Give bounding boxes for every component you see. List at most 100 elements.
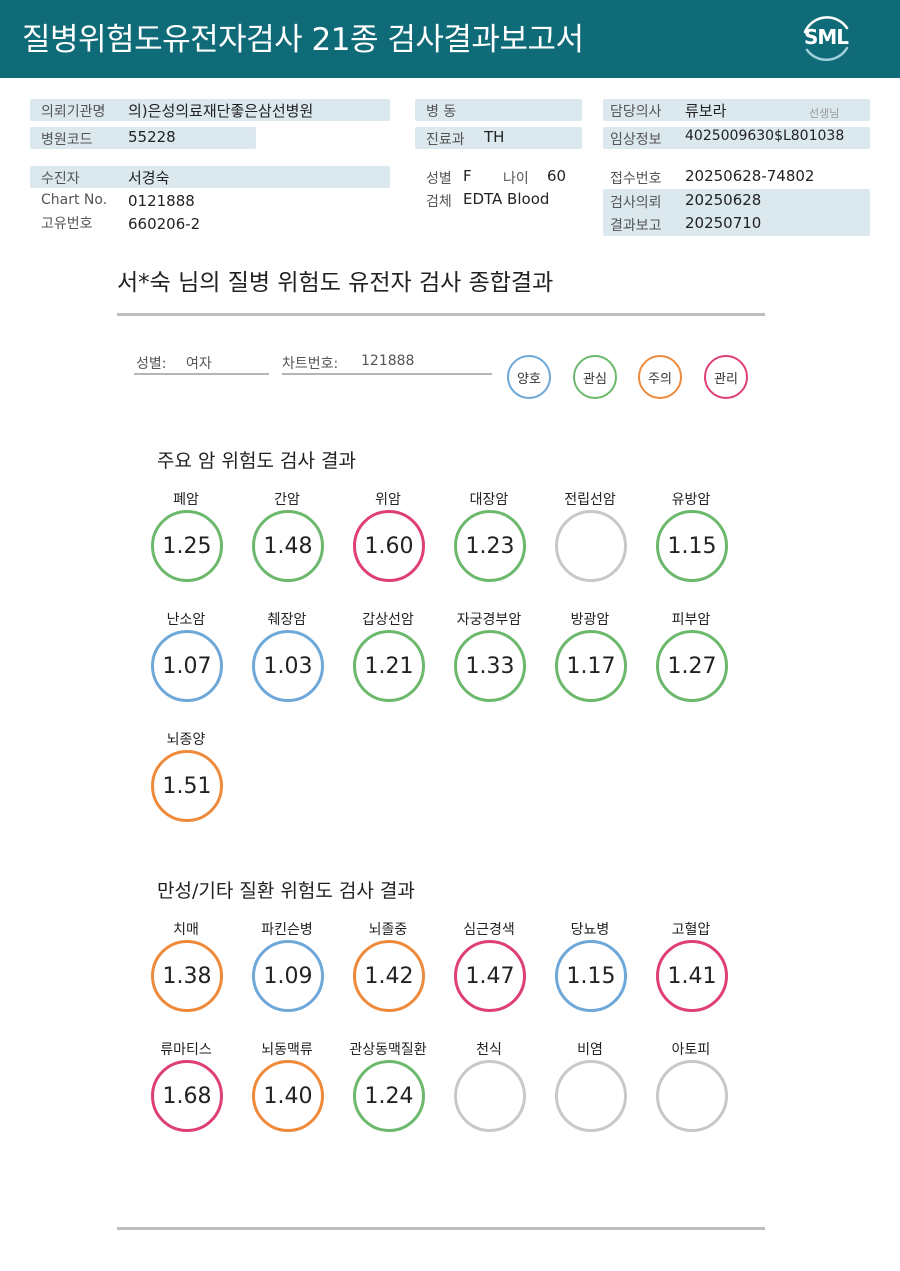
chronic_section-item-label: 심근경색 [463,922,515,938]
age-label: 나이 [503,171,529,187]
cancer_section-risk-score: 1.15 [656,510,728,582]
chronic_section-item: 천식 [439,1039,539,1149]
chronic_section-risk-score: 1.09 [252,940,324,1012]
legend-2: 관심 [573,355,617,399]
cancer_section-item: 간암 1.48 [237,489,337,599]
chart-no-label: Chart No. [41,192,108,208]
hospital-code-value: 55228 [128,128,176,146]
chronic_section-item: 파킨슨병 1.09 [237,919,337,1029]
cancer_section-item-label: 방광암 [570,612,610,628]
report-date-value: 20250710 [685,214,762,232]
institution-label: 의뢰기관명 [41,104,106,120]
chronic_section-risk-score: 1.38 [151,940,223,1012]
legend-4: 관리 [704,355,748,399]
cancer_section-risk-score: 1.60 [353,510,425,582]
cancer_section-item: 췌장암 1.03 [237,609,337,719]
cancer_section-item: 방광암 1.17 [540,609,640,719]
report-date-label: 결과보고 [610,218,662,234]
cancer_section-risk-score: 1.25 [151,510,223,582]
chronic_section-risk-score: 1.47 [454,940,526,1012]
chronic_section-item-label: 아토피 [671,1042,711,1058]
summary-sex-value: 여자 [186,356,212,372]
ward-label: 병 동 [426,104,457,120]
summary-chart-value: 121888 [361,353,415,369]
summary-chart-label: 차트번호: [282,356,339,372]
unique-no-value: 660206-2 [128,215,201,233]
chronic_section-item-label: 고혈압 [671,922,711,938]
cancer_section-risk-score: 1.51 [151,750,223,822]
cancer_section-item-label: 난소암 [166,612,206,628]
cancer_section-item-label: 자궁경부암 [456,612,522,628]
doctor-suffix: 선생님 [809,107,840,120]
summary-sex-field: 성별: 여자 [134,351,269,375]
summary-title: 서*숙 님의 질병 위험도 유전자 검사 종합결과 [117,270,554,296]
cancer_section-risk-score: 1.03 [252,630,324,702]
dates-row-bg [603,189,870,236]
request-label: 검사의뢰 [610,195,662,211]
receipt-value: 20250628-74802 [685,167,815,185]
cancer_section-item: 위암 1.60 [338,489,438,599]
chronic_section-item-label: 류마티스 [160,1042,212,1058]
chronic_section-item: 뇌동맥류 1.40 [237,1039,337,1149]
patient-value: 서경숙 [128,169,170,187]
chronic_section-item: 비염 [540,1039,640,1149]
patient-label: 수진자 [41,171,80,187]
legend-3: 주의 [638,355,682,399]
report-title: 질병위험도유전자검사 21종 검사결과보고서 [22,22,584,58]
chronic_section-risk-score: 1.68 [151,1060,223,1132]
chronic_section-risk-score: 1.15 [555,940,627,1012]
clinical-row-bg [603,127,870,149]
cancer_section-item-label: 뇌종양 [166,732,206,748]
cancer_section-item-label: 췌장암 [267,612,307,628]
cancer_section-item-label: 대장암 [469,492,509,508]
sex-value: F [463,167,472,185]
chronic_section-item-label: 뇌동맥류 [261,1042,313,1058]
report-header: 질병위험도유전자검사 21종 검사결과보고서 SML [0,0,900,78]
clinical-label: 임상정보 [610,132,662,148]
cancer_section-item: 폐암 1.25 [136,489,236,599]
legend-1: 양호 [507,355,551,399]
chronic_section-item-label: 비염 [577,1042,603,1058]
footer-divider [117,1227,765,1230]
cancer_section-item-label: 유방암 [671,492,711,508]
chronic_section-risk-score [555,1060,627,1132]
specimen-label: 검체 [426,194,452,210]
chronic_section-item: 아토피 [641,1039,741,1149]
receipt-label: 접수번호 [610,171,662,187]
summary-chart-field: 차트번호: 121888 [282,351,492,375]
doctor-row-bg [603,99,870,121]
chronic-section-title: 만성/기타 질환 위험도 검사 결과 [157,880,415,902]
request-value: 20250628 [685,191,762,209]
cancer-section-title: 주요 암 위험도 검사 결과 [157,450,356,472]
chronic_section-item-label: 파킨슨병 [261,922,313,938]
chronic_section-risk-score: 1.42 [353,940,425,1012]
chronic_section-risk-score [454,1060,526,1132]
cancer_section-item: 전립선암 [540,489,640,599]
chronic_section-item: 뇌졸중 1.42 [338,919,438,1029]
cancer_section-risk-score: 1.33 [454,630,526,702]
chronic_section-risk-score: 1.41 [656,940,728,1012]
sml-logo: SML [797,12,855,66]
chronic_section-risk-score: 1.24 [353,1060,425,1132]
cancer_section-item: 뇌종양 1.51 [136,729,236,839]
cancer_section-item: 피부암 1.27 [641,609,741,719]
institution-row-bg [30,99,390,121]
cancer_section-risk-score: 1.17 [555,630,627,702]
chronic_section-item-label: 뇌졸중 [368,922,408,938]
cancer_section-item: 갑상선암 1.21 [338,609,438,719]
chronic_section-item: 류마티스 1.68 [136,1039,236,1149]
chronic_section-item-label: 천식 [476,1042,502,1058]
dept-value: TH [484,128,505,146]
cancer_section-risk-score: 1.07 [151,630,223,702]
chronic_section-item: 고혈압 1.41 [641,919,741,1029]
chronic_section-item-label: 관상동맥질환 [349,1042,427,1058]
cancer_section-item-label: 갑상선암 [362,612,414,628]
logo-arc-icon [803,16,849,62]
chronic_section-risk-score: 1.40 [252,1060,324,1132]
chronic_section-item: 관상동맥질환 1.24 [338,1039,438,1149]
cancer_section-item-label: 전립선암 [564,492,616,508]
chronic_section-item-label: 치매 [173,922,199,938]
age-value: 60 [547,167,567,185]
unique-no-label: 고유번호 [41,216,93,232]
cancer_section-risk-score: 1.21 [353,630,425,702]
